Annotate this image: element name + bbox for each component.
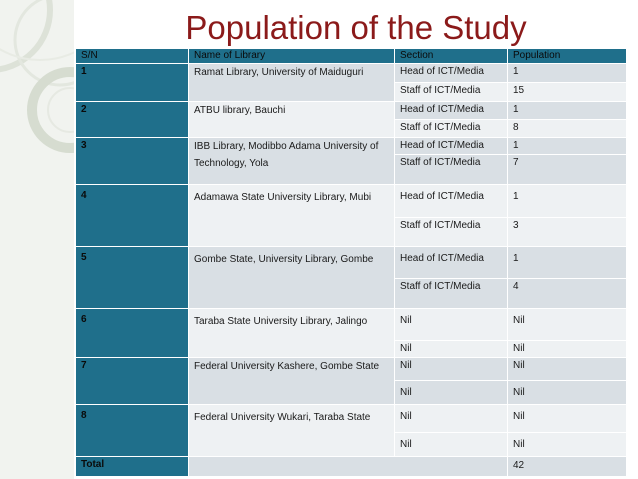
table-row: 2 ATBU library, Bauchi Head of ICT/Media… bbox=[75, 101, 627, 138]
row-section: Nil bbox=[394, 380, 508, 405]
total-spacer bbox=[188, 456, 508, 477]
table-row: Nil Nil bbox=[76, 380, 627, 405]
row-population: 1 bbox=[507, 137, 627, 155]
row-library: Taraba State University Library, Jalingo bbox=[188, 308, 395, 358]
table-row: 5 Gombe State, University Library, Gombe… bbox=[75, 246, 627, 309]
row-section: Nil bbox=[394, 432, 508, 457]
row-section: Staff of ICT/Media bbox=[394, 119, 508, 138]
table-row: Staff of ICT/Media 7 bbox=[76, 154, 627, 185]
table-row: Staff of ICT/Media 4 bbox=[76, 278, 627, 309]
table-row: 8 Federal University Wukari, Taraba Stat… bbox=[75, 404, 627, 457]
row-population: Nil bbox=[507, 357, 627, 381]
row-library: Federal University Wukari, Taraba State bbox=[188, 404, 395, 457]
row-population: 3 bbox=[507, 217, 627, 247]
row-sn: 6 bbox=[75, 308, 189, 358]
table-row: Staff of ICT/Media 8 bbox=[76, 119, 627, 138]
decorative-side-band bbox=[0, 0, 74, 479]
row-library: Adamawa State University Library, Mubi bbox=[188, 184, 395, 247]
total-population: 42 bbox=[507, 456, 627, 477]
table-row: 3 IBB Library, Modibbo Adama University … bbox=[75, 137, 627, 185]
row-sn: 4 bbox=[75, 184, 189, 247]
row-population: Nil bbox=[507, 404, 627, 433]
header-library: Name of Library bbox=[188, 48, 395, 64]
row-section: Head of ICT/Media bbox=[394, 63, 508, 83]
row-section: Nil bbox=[394, 357, 508, 381]
row-section: Head of ICT/Media bbox=[394, 101, 508, 120]
header-sn: S/N bbox=[75, 48, 189, 64]
row-population: Nil bbox=[507, 380, 627, 405]
row-sn: 2 bbox=[75, 101, 189, 138]
row-population: 4 bbox=[507, 278, 627, 309]
row-section: Head of ICT/Media bbox=[394, 246, 508, 279]
table-row: 1 Ramat Library, University of Maiduguri… bbox=[75, 63, 627, 102]
table-header-row: S/N Name of Library Section Population bbox=[75, 48, 627, 64]
population-table: S/N Name of Library Section Population 1… bbox=[75, 48, 627, 477]
row-population: 1 bbox=[507, 63, 627, 83]
row-section: Staff of ICT/Media bbox=[394, 82, 508, 102]
row-library: ATBU library, Bauchi bbox=[188, 101, 395, 138]
row-population: 8 bbox=[507, 119, 627, 138]
table-row: 4 Adamawa State University Library, Mubi… bbox=[75, 184, 627, 247]
row-section: Head of ICT/Media bbox=[394, 137, 508, 155]
row-library: Ramat Library, University of Maiduguri bbox=[188, 63, 395, 102]
row-sn: 5 bbox=[75, 246, 189, 309]
table-row: Staff of ICT/Media 3 bbox=[76, 217, 627, 247]
row-library: Federal University Kashere, Gombe State bbox=[188, 357, 395, 405]
row-section: Head of ICT/Media bbox=[394, 184, 508, 218]
table-row: Nil Nil bbox=[76, 340, 627, 358]
row-section: Nil bbox=[394, 308, 508, 341]
row-sn: 1 bbox=[75, 63, 189, 102]
decorative-circles bbox=[0, 0, 74, 153]
header-population: Population bbox=[507, 48, 627, 64]
row-sn: 7 bbox=[75, 357, 189, 405]
row-population: Nil bbox=[507, 308, 627, 341]
row-section: Staff of ICT/Media bbox=[394, 154, 508, 185]
row-section: Staff of ICT/Media bbox=[394, 217, 508, 247]
total-row: Total 42 bbox=[75, 456, 627, 477]
row-population: Nil bbox=[507, 340, 627, 358]
row-sn: 8 bbox=[75, 404, 189, 457]
row-population: Nil bbox=[507, 432, 627, 457]
header-section: Section bbox=[394, 48, 508, 64]
total-label: Total bbox=[75, 456, 189, 477]
table-row: Nil Nil bbox=[76, 432, 627, 457]
row-sn: 3 bbox=[75, 137, 189, 185]
row-library: Gombe State, University Library, Gombe bbox=[188, 246, 395, 309]
table-row: Staff of ICT/Media 15 bbox=[76, 82, 627, 102]
row-population: 1 bbox=[507, 101, 627, 120]
row-section: Nil bbox=[394, 404, 508, 433]
row-population: 7 bbox=[507, 154, 627, 185]
table-row: 6 Taraba State University Library, Jalin… bbox=[75, 308, 627, 358]
page-title: Population of the Study bbox=[185, 9, 527, 46]
row-section: Nil bbox=[394, 340, 508, 358]
row-population: 1 bbox=[507, 184, 627, 218]
row-population: 15 bbox=[507, 82, 627, 102]
row-population: 1 bbox=[507, 246, 627, 279]
table-row: 7 Federal University Kashere, Gombe Stat… bbox=[75, 357, 627, 405]
row-library: IBB Library, Modibbo Adama University of… bbox=[188, 137, 395, 185]
row-section: Staff of ICT/Media bbox=[394, 278, 508, 309]
